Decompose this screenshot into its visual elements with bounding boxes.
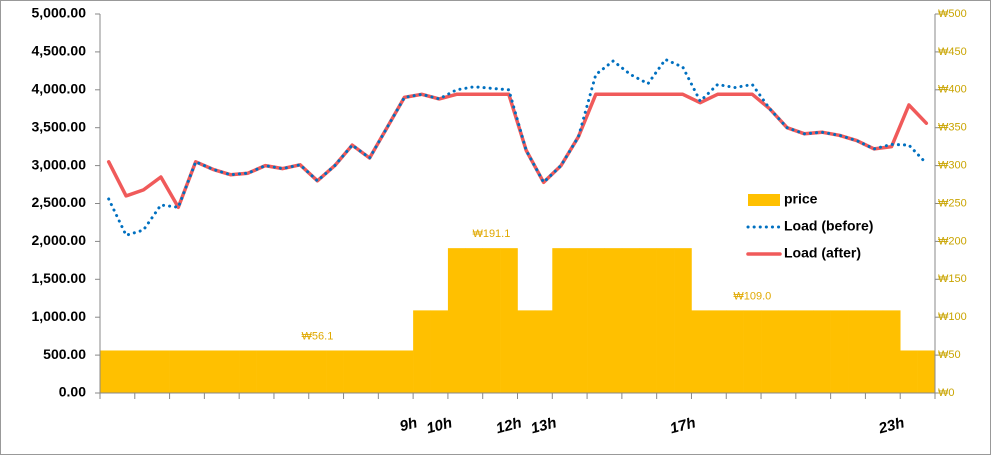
bar [743, 310, 762, 393]
bar [186, 350, 205, 393]
bar [708, 310, 727, 393]
legend-swatch [748, 194, 780, 206]
bar [848, 310, 866, 393]
bar [482, 248, 501, 393]
data-label: ₩109.0 [733, 290, 771, 302]
data-label: ₩56.1 [302, 330, 334, 342]
bar [395, 350, 414, 393]
y-tick-label: 1,500.00 [32, 270, 87, 286]
bar [273, 350, 292, 393]
y-tick-label: 5,000.00 [32, 5, 87, 21]
y-tick-label: 2,000.00 [32, 232, 87, 248]
y2-tick-label: ₩450 [938, 46, 967, 58]
bar [569, 248, 588, 393]
bar [778, 310, 797, 393]
y2-tick-label: ₩300 [938, 160, 967, 172]
y2-tick-label: ₩400 [938, 84, 967, 96]
y-tick-label: 1,000.00 [32, 308, 87, 324]
bar [882, 310, 901, 393]
x-tick-label: 23h [876, 414, 906, 437]
bar [830, 310, 849, 393]
legend-label: price [784, 191, 818, 207]
bar [917, 350, 936, 393]
bar [691, 310, 710, 393]
bar [674, 248, 692, 393]
y2-tick-label: ₩500 [938, 8, 967, 20]
bar [761, 310, 779, 393]
x-tick-label: 10h [425, 414, 454, 437]
bar [117, 350, 136, 393]
bar [134, 350, 153, 393]
y-tick-label: 3,000.00 [32, 156, 87, 172]
bar [291, 350, 310, 393]
x-tick-label: 12h [494, 414, 523, 437]
y2-tick-label: ₩50 [938, 349, 961, 361]
bar [604, 248, 623, 393]
line [107, 58, 928, 237]
bar [204, 350, 223, 393]
y-tick-label: 4,500.00 [32, 43, 87, 59]
bar [587, 248, 605, 393]
bar [465, 248, 484, 393]
bar [813, 310, 831, 393]
bar [221, 350, 240, 393]
bar [430, 310, 449, 393]
bar [447, 248, 466, 393]
y-tick-label: 2,500.00 [32, 194, 87, 210]
bar [621, 248, 640, 393]
y2-tick-label: ₩100 [938, 311, 967, 323]
bar [534, 310, 553, 393]
bar [152, 350, 170, 393]
y-tick-label: 4,000.00 [32, 81, 87, 97]
bar [169, 350, 188, 393]
bar [656, 248, 675, 393]
bar [378, 350, 397, 393]
y2-tick-label: ₩350 [938, 122, 967, 134]
y2-tick-label: ₩150 [938, 273, 967, 285]
bar [326, 350, 344, 393]
bar [552, 248, 570, 393]
x-tick-label: 9h [398, 414, 419, 435]
bar [900, 350, 918, 393]
bar [500, 248, 518, 393]
x-tick-label: 13h [529, 414, 558, 437]
x-tick-label: 17h [668, 414, 697, 437]
bar [865, 310, 884, 393]
legend-label: Load (before) [784, 218, 873, 234]
y2-tick-label: ₩250 [938, 197, 967, 209]
bar [517, 310, 536, 393]
bar [726, 310, 744, 393]
bar [639, 248, 657, 393]
y-tick-label: 0.00 [59, 384, 86, 400]
bar [343, 350, 362, 393]
bar [360, 350, 379, 393]
bar [413, 310, 431, 393]
bar [308, 350, 327, 393]
y-tick-label: 500.00 [43, 346, 86, 362]
y2-tick-label: ₩0 [938, 387, 955, 399]
bar [795, 310, 814, 393]
y-tick-label: 3,500.00 [32, 118, 87, 134]
data-label: ₩191.1 [472, 228, 510, 240]
bar [239, 350, 257, 393]
bar [100, 350, 118, 393]
bar [256, 350, 275, 393]
y2-tick-label: ₩200 [938, 235, 967, 247]
legend-label: Load (after) [784, 245, 861, 261]
